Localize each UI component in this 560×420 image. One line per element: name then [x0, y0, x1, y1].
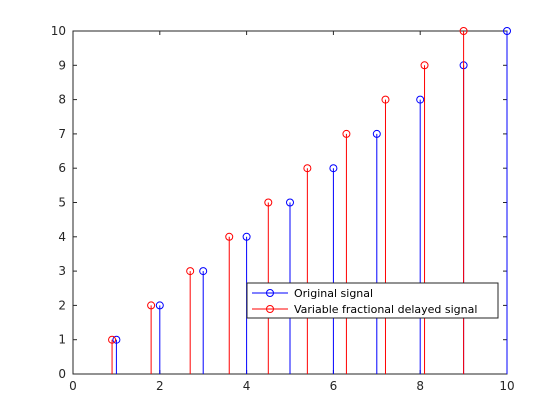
legend-box	[246, 282, 499, 319]
stem-marker	[108, 335, 117, 344]
x-tick-label: 0	[69, 379, 77, 393]
y-tick-label: 5	[58, 196, 66, 210]
stem-marker	[416, 95, 425, 104]
x-tick-label: 4	[243, 379, 251, 393]
x-tick-label: 8	[416, 379, 424, 393]
series-original	[112, 27, 511, 374]
y-tick-label: 6	[58, 161, 66, 175]
stem-marker	[342, 129, 351, 138]
x-tick-label: 6	[330, 379, 338, 393]
x-tick-label: 2	[156, 379, 164, 393]
stem-marker	[329, 164, 338, 173]
y-tick-label: 0	[58, 367, 66, 381]
y-tick-label: 9	[58, 58, 66, 72]
stem-marker	[155, 301, 164, 310]
legend: Original signal Variable fractional delay…	[246, 282, 499, 319]
y-tick-label: 8	[58, 93, 66, 107]
y-tick-label: 2	[58, 298, 66, 312]
x-tick-label: 10	[499, 379, 514, 393]
series-delayed	[108, 27, 468, 374]
stem-marker	[264, 198, 273, 207]
stem-marker	[147, 301, 156, 310]
stem-marker	[372, 129, 381, 138]
y-tick-label: 7	[58, 127, 66, 141]
plot-area: 0 2 4 6 8 10 0 1 2 3 4 5 6 7 8 9 10	[51, 24, 515, 393]
stem-marker	[381, 95, 390, 104]
y-tick-label: 1	[58, 333, 66, 347]
stem-marker	[199, 267, 208, 276]
stem-marker	[459, 27, 468, 35]
stem-marker	[242, 232, 251, 241]
legend-marker	[266, 305, 274, 313]
stem-marker	[112, 335, 121, 344]
y-tick-label: 3	[58, 264, 66, 278]
stem-marker	[420, 61, 429, 70]
legend-marker	[266, 289, 274, 297]
stem-marker	[225, 232, 234, 241]
legend-label: Variable fractional delayed signal	[294, 303, 477, 316]
legend-label: Original signal	[294, 287, 373, 300]
stem-marker	[286, 198, 294, 207]
y-tick-label: 4	[58, 230, 66, 244]
y-tick-label: 10	[51, 24, 66, 38]
stem-marker	[503, 27, 511, 35]
stem-marker	[303, 164, 312, 173]
stem-marker	[186, 267, 195, 276]
